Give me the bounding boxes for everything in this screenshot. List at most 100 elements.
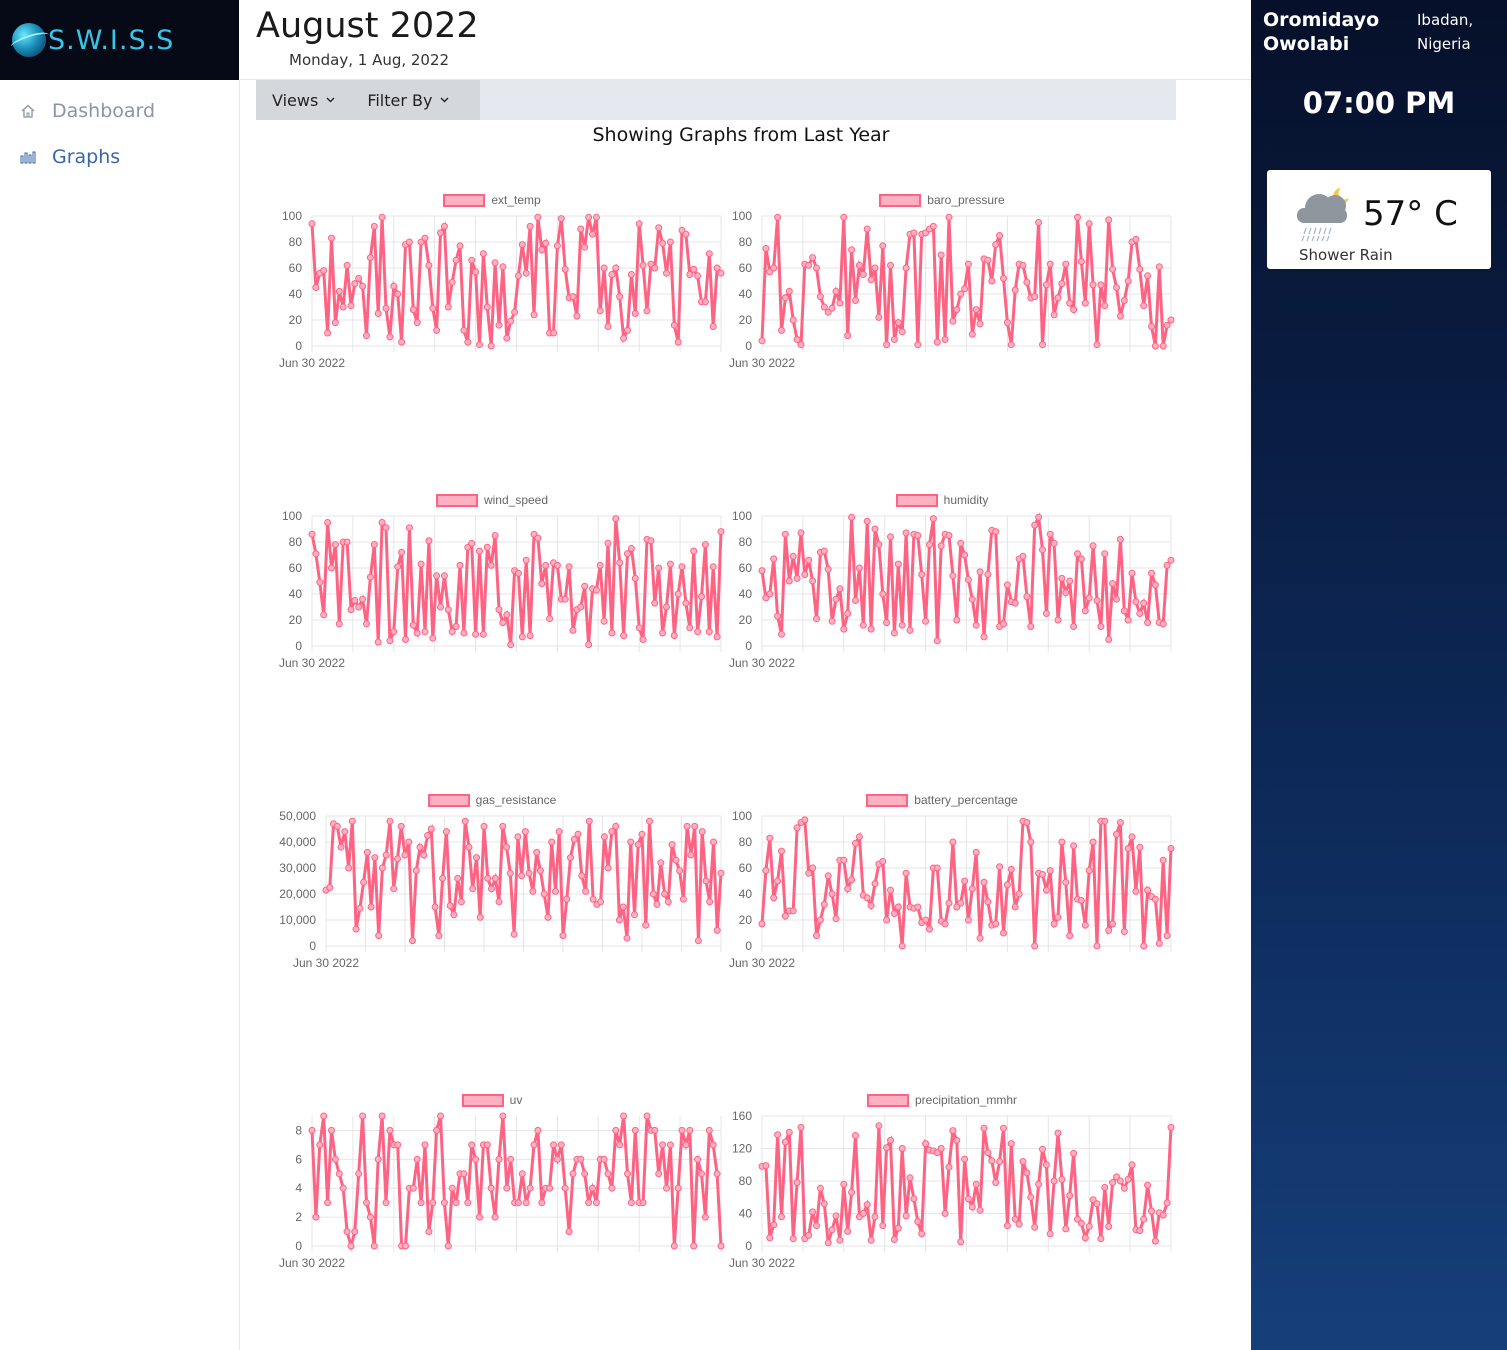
- data-point[interactable]: [949, 838, 957, 846]
- data-point[interactable]: [542, 239, 550, 247]
- data-point[interactable]: [366, 573, 374, 581]
- data-point[interactable]: [1089, 281, 1097, 289]
- data-point[interactable]: [585, 1199, 593, 1207]
- data-point[interactable]: [347, 606, 355, 614]
- data-point[interactable]: [1151, 1237, 1159, 1245]
- data-point[interactable]: [968, 885, 976, 893]
- data-point[interactable]: [620, 1112, 628, 1120]
- data-point[interactable]: [585, 213, 593, 221]
- data-point[interactable]: [1151, 581, 1159, 589]
- data-point[interactable]: [608, 1184, 616, 1192]
- data-point[interactable]: [918, 571, 926, 578]
- data-point[interactable]: [600, 617, 608, 625]
- data-point[interactable]: [538, 246, 546, 254]
- data-point[interactable]: [343, 538, 351, 546]
- data-point[interactable]: [1046, 260, 1054, 268]
- data-point[interactable]: [1039, 546, 1046, 554]
- data-point[interactable]: [518, 1170, 526, 1178]
- data-point[interactable]: [1050, 311, 1058, 319]
- data-point[interactable]: [1151, 895, 1159, 903]
- data-point[interactable]: [1124, 1175, 1132, 1183]
- data-point[interactable]: [316, 1141, 324, 1149]
- data-point[interactable]: [1159, 1211, 1167, 1219]
- data-point[interactable]: [540, 890, 548, 898]
- data-point[interactable]: [638, 830, 646, 838]
- data-point[interactable]: [698, 828, 706, 836]
- data-point[interactable]: [308, 220, 316, 228]
- data-point[interactable]: [698, 1170, 705, 1178]
- data-point[interactable]: [1089, 838, 1097, 846]
- data-point[interactable]: [534, 1126, 542, 1134]
- data-point[interactable]: [682, 230, 690, 238]
- data-point[interactable]: [394, 290, 402, 298]
- data-point[interactable]: [945, 532, 953, 539]
- data-point[interactable]: [1039, 1145, 1046, 1153]
- data-point[interactable]: [511, 308, 519, 316]
- data-point[interactable]: [992, 241, 1000, 249]
- data-point[interactable]: [548, 838, 556, 846]
- data-point[interactable]: [914, 903, 922, 911]
- data-point[interactable]: [898, 621, 906, 629]
- data-point[interactable]: [894, 1224, 902, 1232]
- data-point[interactable]: [678, 1126, 686, 1134]
- data-point[interactable]: [1058, 1175, 1066, 1183]
- data-point[interactable]: [1042, 281, 1050, 289]
- data-point[interactable]: [653, 900, 661, 908]
- data-point[interactable]: [416, 843, 424, 851]
- chart-legend[interactable]: precipitation_mmhr: [712, 1090, 1172, 1110]
- data-point[interactable]: [345, 864, 353, 872]
- data-point[interactable]: [890, 1236, 898, 1243]
- data-point[interactable]: [961, 1155, 969, 1163]
- data-point[interactable]: [402, 636, 409, 643]
- data-point[interactable]: [1066, 577, 1074, 585]
- data-point[interactable]: [604, 1170, 612, 1178]
- data-point[interactable]: [859, 271, 867, 278]
- data-point[interactable]: [918, 1230, 926, 1238]
- data-point[interactable]: [589, 895, 597, 903]
- data-point[interactable]: [694, 1155, 702, 1163]
- data-point[interactable]: [488, 885, 495, 893]
- data-point[interactable]: [439, 874, 447, 882]
- data-point[interactable]: [333, 822, 341, 830]
- data-point[interactable]: [561, 1184, 569, 1192]
- data-point[interactable]: [553, 242, 561, 250]
- data-point[interactable]: [413, 629, 421, 637]
- data-point[interactable]: [961, 551, 969, 559]
- data-point[interactable]: [324, 1199, 332, 1207]
- data-point[interactable]: [1132, 887, 1140, 895]
- data-point[interactable]: [828, 304, 836, 312]
- data-point[interactable]: [506, 869, 514, 877]
- data-point[interactable]: [397, 822, 405, 830]
- data-point[interactable]: [468, 256, 476, 264]
- data-point[interactable]: [359, 282, 367, 290]
- data-point[interactable]: [710, 838, 717, 846]
- data-point[interactable]: [682, 599, 690, 607]
- data-point[interactable]: [370, 541, 378, 549]
- data-point[interactable]: [468, 1141, 476, 1149]
- data-point[interactable]: [382, 304, 390, 312]
- data-point[interactable]: [1066, 1192, 1074, 1200]
- data-point[interactable]: [1077, 258, 1085, 265]
- data-point[interactable]: [984, 898, 992, 906]
- data-point[interactable]: [957, 899, 965, 907]
- data-point[interactable]: [840, 856, 848, 864]
- data-point[interactable]: [1046, 530, 1054, 538]
- data-point[interactable]: [813, 615, 820, 623]
- data-point[interactable]: [816, 1184, 824, 1192]
- data-point[interactable]: [420, 851, 428, 859]
- data-point[interactable]: [1128, 1161, 1136, 1169]
- data-point[interactable]: [809, 1208, 817, 1216]
- data-point[interactable]: [1105, 926, 1113, 934]
- data-point[interactable]: [1077, 1219, 1085, 1227]
- data-point[interactable]: [1101, 1184, 1109, 1191]
- data-point[interactable]: [781, 530, 789, 538]
- data-point[interactable]: [805, 556, 813, 564]
- data-point[interactable]: [421, 1141, 429, 1149]
- data-point[interactable]: [906, 626, 914, 634]
- data-point[interactable]: [472, 1155, 480, 1163]
- data-point[interactable]: [832, 287, 840, 295]
- data-point[interactable]: [491, 1213, 499, 1221]
- data-point[interactable]: [793, 824, 801, 832]
- data-point[interactable]: [1023, 1169, 1031, 1177]
- data-point[interactable]: [639, 261, 647, 269]
